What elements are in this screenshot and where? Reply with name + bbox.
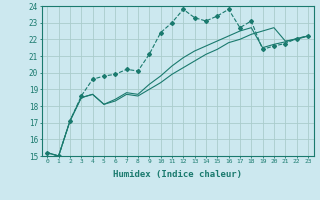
X-axis label: Humidex (Indice chaleur): Humidex (Indice chaleur) [113,170,242,179]
